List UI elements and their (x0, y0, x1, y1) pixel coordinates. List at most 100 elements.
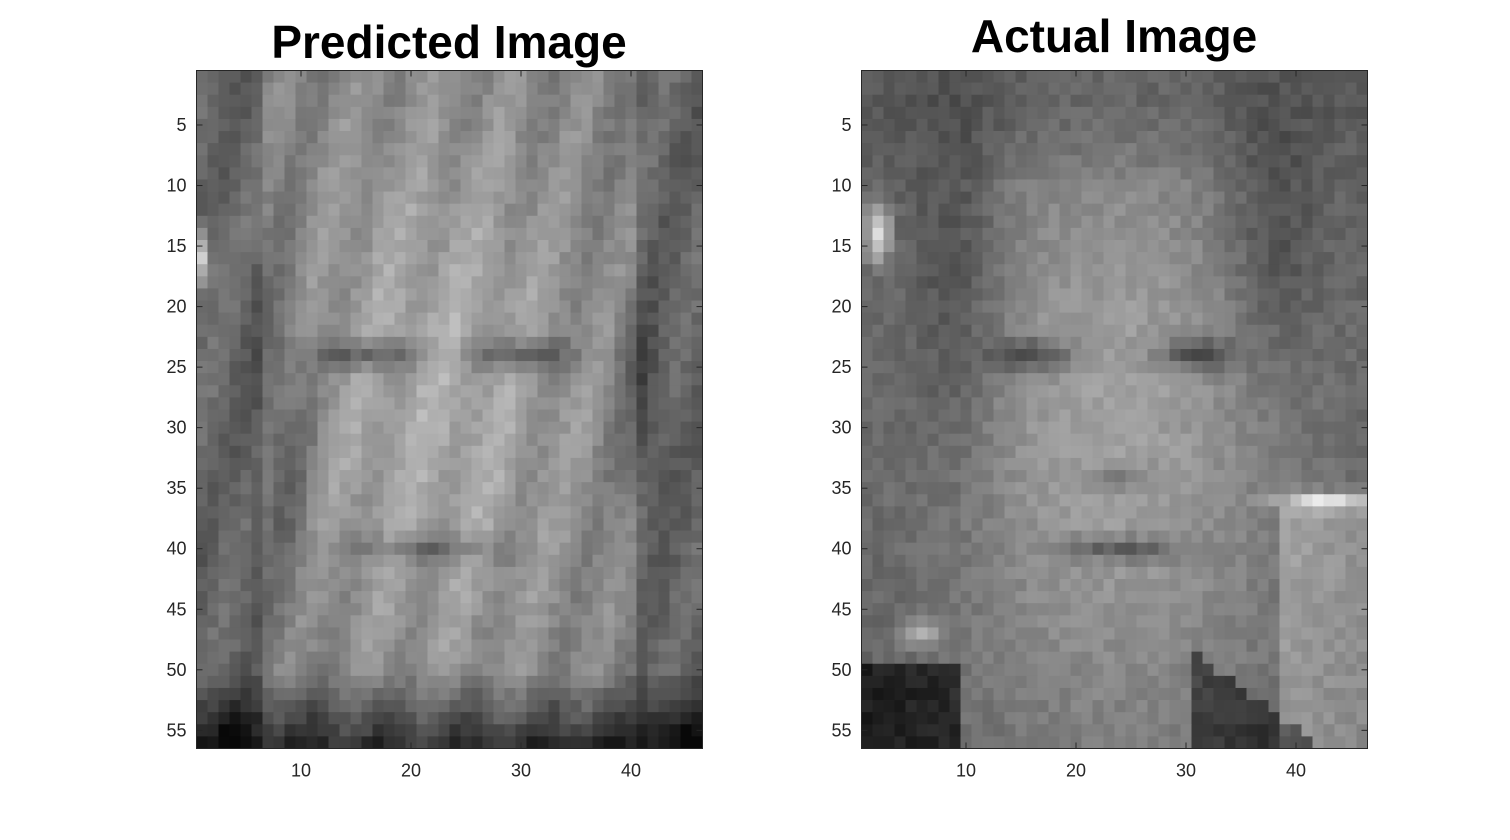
image-pixel (960, 215, 972, 229)
image-pixel (1147, 506, 1159, 519)
image-pixel (317, 179, 329, 192)
image-pixel (647, 300, 659, 314)
image-pixel (1345, 385, 1357, 398)
image-pixel (526, 494, 538, 507)
image-pixel (938, 312, 950, 326)
image-pixel (669, 494, 681, 507)
image-pixel (273, 348, 285, 362)
image-pixel (960, 264, 972, 277)
image-pixel (570, 494, 582, 507)
image-pixel (938, 167, 950, 180)
image-pixel (960, 615, 972, 628)
image-pixel (416, 155, 428, 168)
image-pixel (229, 627, 241, 640)
image-pixel (1092, 421, 1104, 435)
image-pixel (394, 276, 406, 289)
image-pixel (1059, 385, 1071, 398)
image-pixel (383, 409, 395, 423)
image-pixel (1345, 82, 1357, 96)
image-pixel (938, 675, 950, 689)
image-pixel (1004, 651, 1016, 665)
image-pixel (1224, 252, 1236, 265)
image-pixel (625, 288, 637, 301)
image-pixel (1147, 518, 1159, 531)
image-pixel (196, 324, 208, 338)
image-pixel (427, 712, 439, 725)
image-pixel (1312, 409, 1324, 423)
image-pixel (603, 288, 615, 301)
image-pixel (1015, 264, 1027, 277)
image-pixel (625, 530, 637, 544)
image-pixel (284, 118, 296, 132)
image-pixel (680, 336, 692, 350)
image-pixel (905, 518, 917, 531)
image-pixel (1103, 579, 1115, 592)
image-pixel (328, 675, 340, 689)
image-pixel (1114, 445, 1126, 459)
image-pixel (1202, 421, 1214, 435)
image-pixel (1136, 457, 1148, 471)
image-pixel (394, 651, 406, 665)
image-pixel (570, 373, 582, 386)
image-pixel (1268, 457, 1280, 471)
image-pixel (328, 397, 340, 410)
image-pixel (1103, 70, 1115, 84)
image-pixel (1004, 118, 1016, 132)
image-pixel (1202, 494, 1214, 507)
image-pixel (960, 336, 972, 350)
image-pixel (647, 70, 659, 84)
image-pixel (537, 494, 549, 507)
image-pixel (603, 433, 615, 447)
image-pixel (515, 566, 527, 580)
image-pixel (1015, 663, 1027, 677)
image-pixel (229, 712, 241, 725)
image-pixel (317, 724, 329, 737)
image-pixel (1081, 615, 1093, 628)
image-pixel (548, 700, 560, 713)
image-pixel (1059, 663, 1071, 677)
image-pixel (1125, 651, 1137, 665)
image-pixel (306, 591, 318, 604)
image-pixel (1246, 397, 1258, 410)
image-pixel (273, 361, 285, 374)
image-pixel (273, 736, 285, 749)
image-pixel (1147, 651, 1159, 665)
image-pixel (592, 118, 604, 132)
image-pixel (1026, 663, 1038, 677)
image-pixel (548, 385, 560, 398)
image-pixel (548, 542, 560, 556)
image-pixel (1114, 603, 1126, 616)
image-pixel (1224, 506, 1236, 519)
image-pixel (504, 712, 516, 725)
image-pixel (916, 264, 928, 277)
image-pixel (1059, 324, 1071, 338)
image-pixel (548, 227, 560, 241)
image-pixel (262, 579, 274, 592)
image-pixel (493, 300, 505, 314)
image-pixel (1169, 663, 1181, 677)
image-pixel (1356, 494, 1368, 507)
image-pixel (1235, 627, 1247, 640)
image-pixel (680, 385, 692, 398)
image-pixel (993, 288, 1005, 301)
image-pixel (548, 736, 560, 749)
image-pixel (894, 566, 906, 580)
image-pixel (647, 348, 659, 362)
x-tick-label: 10 (291, 761, 311, 781)
image-pixel (218, 300, 230, 314)
image-pixel (1114, 94, 1126, 108)
image-pixel (449, 227, 461, 241)
image-pixel (1312, 143, 1324, 156)
image-pixel (262, 651, 274, 665)
image-pixel (1103, 131, 1115, 144)
image-pixel (971, 518, 983, 531)
image-pixel (570, 651, 582, 665)
image-pixel (1125, 663, 1137, 677)
image-pixel (1345, 203, 1357, 217)
image-pixel (526, 179, 538, 192)
image-pixel (372, 579, 384, 592)
image-pixel (1356, 554, 1368, 568)
image-pixel (427, 615, 439, 628)
image-pixel (592, 627, 604, 640)
image-pixel (1345, 494, 1357, 507)
